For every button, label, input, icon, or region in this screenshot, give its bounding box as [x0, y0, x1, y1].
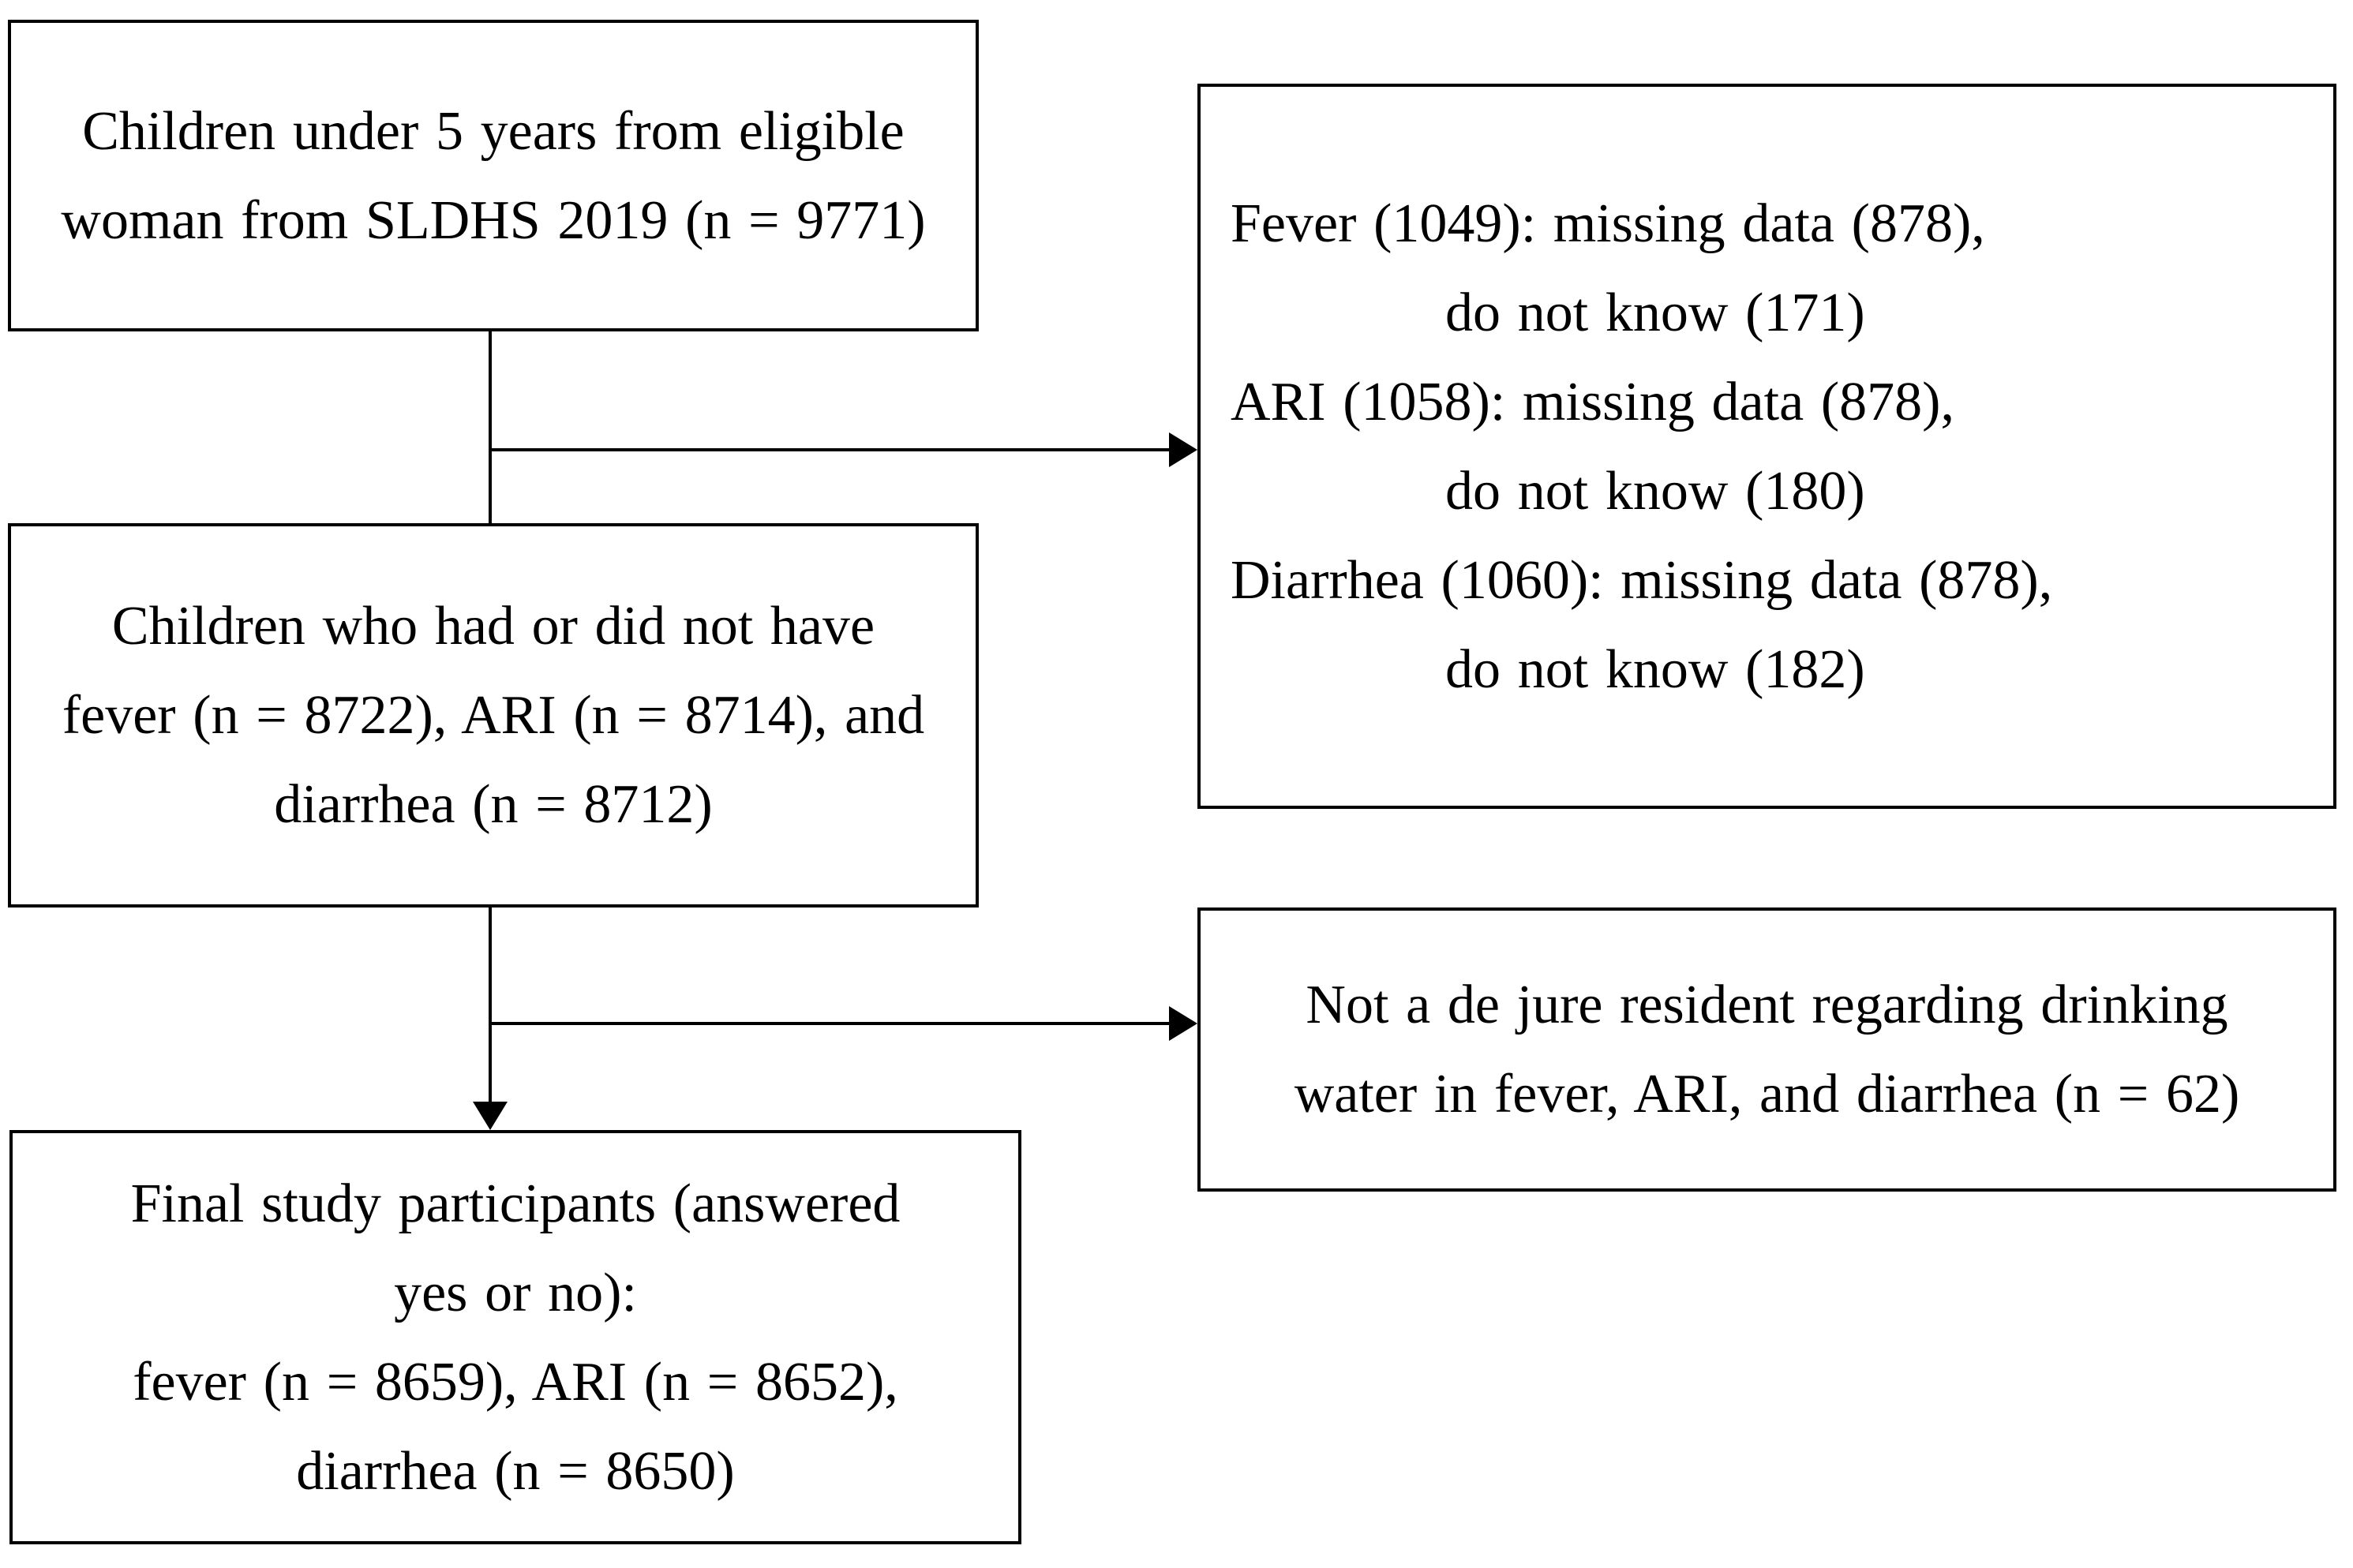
arrowhead-down-icon [473, 1102, 508, 1130]
box-eligible-children: Children under 5 years from eligible wom… [8, 20, 979, 331]
text-line: Children under 5 years from eligible [82, 100, 905, 162]
text-line: do not know (180) [1445, 460, 1865, 522]
arrowhead-right-icon [1169, 432, 1197, 467]
box-final-participants: Final study participants (answered yes o… [9, 1130, 1021, 1544]
text-line: Diarrhea (1060): missing data (878), [1231, 549, 2053, 611]
text-line: diarrhea (n = 8650) [296, 1440, 735, 1502]
text-line: woman from SLDHS 2019 (n = 9771) [61, 189, 926, 251]
text-line: Fever (1049): missing data (878), [1231, 193, 1985, 254]
text-line: Final study participants (answered [130, 1173, 901, 1234]
box-symptom-cohort: Children who had or did not have fever (… [8, 523, 979, 907]
text-line: do not know (182) [1445, 638, 1865, 700]
text-line: Not a de jure resident regarding drinkin… [1306, 975, 2228, 1035]
text-line: fever (n = 8722), ARI (n = 8714), and [62, 685, 925, 746]
connector-branch-to-missing-exclusions [490, 448, 1169, 451]
connector-cohort-to-final [489, 907, 492, 1103]
text-line: water in fever, ARI, and diarrhea (n = 6… [1294, 1064, 2240, 1125]
text-line: diarrhea (n = 8712) [274, 774, 713, 835]
box-exclusions-missing-data: Fever (1049): missing data (878), do not… [1197, 84, 2336, 809]
connector-source-to-cohort [489, 331, 492, 523]
connector-branch-to-de-jure-exclusion [490, 1022, 1169, 1025]
box-exclusion-de-jure: Not a de jure resident regarding drinkin… [1197, 907, 2336, 1192]
text-line: yes or no): [394, 1262, 637, 1323]
text-line: do not know (171) [1445, 282, 1865, 343]
arrowhead-right-icon [1169, 1006, 1197, 1041]
text-line: Children who had or did not have [111, 596, 875, 657]
text-line: fever (n = 8659), ARI (n = 8652), [133, 1351, 898, 1413]
text-line: ARI (1058): missing data (878), [1231, 371, 1954, 432]
